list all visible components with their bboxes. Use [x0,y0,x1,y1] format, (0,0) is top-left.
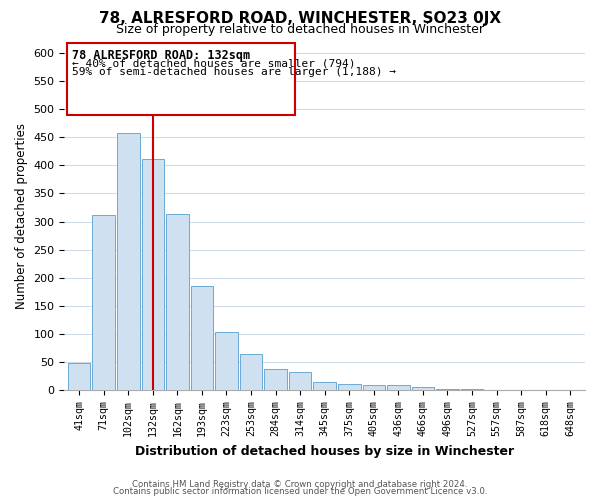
Bar [436,389,459,390]
Bar [166,214,188,390]
Text: ← 40% of detached houses are smaller (794): ← 40% of detached houses are smaller (79… [72,58,355,68]
Bar [117,132,140,390]
FancyBboxPatch shape [67,42,295,115]
Bar [215,332,238,390]
Bar [338,384,361,390]
X-axis label: Distribution of detached houses by size in Winchester: Distribution of detached houses by size … [135,444,514,458]
Bar [142,158,164,390]
Bar [289,372,311,390]
Bar [191,286,213,391]
Text: 78, ALRESFORD ROAD, WINCHESTER, SO23 0JX: 78, ALRESFORD ROAD, WINCHESTER, SO23 0JX [99,11,501,26]
Bar [412,387,434,390]
Text: Contains public sector information licensed under the Open Government Licence v3: Contains public sector information licen… [113,487,487,496]
Bar [362,385,385,390]
Text: Size of property relative to detached houses in Winchester: Size of property relative to detached ho… [116,22,484,36]
Text: Contains HM Land Registry data © Crown copyright and database right 2024.: Contains HM Land Registry data © Crown c… [132,480,468,489]
Bar [387,386,410,390]
Bar [240,354,262,390]
Bar [68,364,91,390]
Bar [264,369,287,390]
Bar [313,382,336,390]
Text: 78 ALRESFORD ROAD: 132sqm: 78 ALRESFORD ROAD: 132sqm [72,49,250,62]
Text: 59% of semi-detached houses are larger (1,188) →: 59% of semi-detached houses are larger (… [72,68,396,78]
Bar [92,216,115,390]
Y-axis label: Number of detached properties: Number of detached properties [15,123,28,309]
